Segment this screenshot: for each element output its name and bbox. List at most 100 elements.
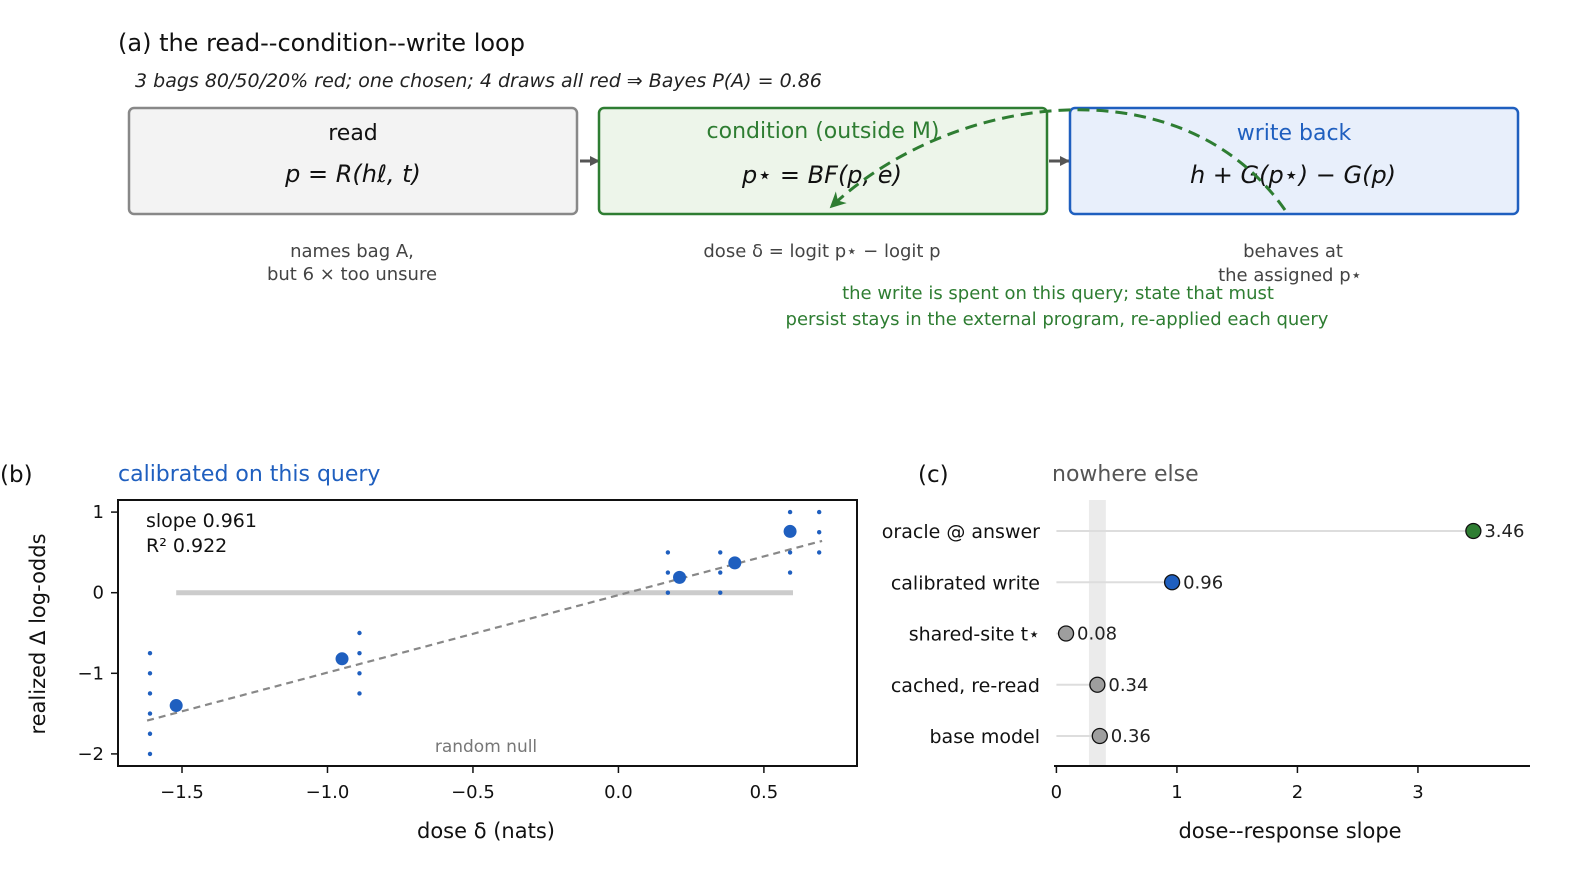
x-tick-label: 0.5 [750, 782, 779, 803]
slope-value-label: 3.46 [1484, 521, 1524, 542]
scatter-point [147, 711, 153, 716]
y-tick-label: −2 [77, 744, 104, 765]
category-label: shared-site t⋆ [909, 624, 1040, 646]
panel-b-axes-frame [117, 499, 858, 767]
scatter-point [787, 570, 793, 575]
read-note-line2: but 6 × too unsure [267, 264, 437, 285]
scatter-point [665, 550, 671, 555]
panel-c: (c) nowhere else 3.46 oracle @ answer 0.96… [882, 462, 1530, 843]
slope-marker [1057, 625, 1075, 642]
scatter-point [787, 550, 793, 555]
panel-b: (b) calibrated on this query −1.5 −1.0 −0.… [0, 462, 858, 843]
slope-marker [1163, 574, 1181, 591]
condition-note: dose δ = logit p⋆ − logit p [703, 241, 940, 262]
x-tick-label: −0.5 [451, 782, 495, 803]
c-x-tick-label: 3 [1412, 782, 1423, 803]
panel-c-title: nowhere else [1052, 462, 1199, 487]
scatter-point [147, 671, 153, 676]
slope-marker [1465, 522, 1482, 540]
random-null-label: random null [435, 737, 537, 757]
x-tick-label: 0.0 [604, 782, 633, 803]
category-label: oracle @ answer [882, 521, 1040, 543]
mean-markers [169, 524, 797, 713]
scatter-point [787, 509, 793, 515]
fit-line [146, 539, 823, 722]
x-tick-label: −1.0 [306, 782, 350, 803]
read-note-line1: names bag A, [290, 241, 414, 262]
scatter-point [357, 630, 362, 636]
panel-b-title: calibrated on this query [118, 462, 380, 487]
r2-annotation: R² 0.922 [146, 535, 227, 557]
scatter-point [665, 570, 671, 575]
panel-b-x-axis-label: dose δ (nats) [417, 819, 555, 843]
write-note-line1: behaves at [1243, 241, 1343, 262]
c-x-tick-label: 0 [1051, 782, 1062, 803]
category-label: cached, re-read [891, 675, 1040, 697]
x-tick-label: −1.5 [160, 782, 204, 803]
x-axis-ticks: −1.5 −1.0 −0.5 0.0 0.5 [160, 766, 778, 803]
scatter-point [718, 570, 723, 575]
read-box-title: read [328, 121, 378, 146]
null-band [1088, 500, 1106, 766]
mean-marker [728, 556, 742, 570]
scatter-point [718, 590, 723, 595]
c-x-tick-label: 1 [1171, 782, 1182, 803]
slope-value-label: 0.34 [1108, 675, 1148, 696]
y-axis-ticks: 1 0 −1 −2 [77, 502, 118, 765]
panel-a-title: (a) the read--condition--write loop [118, 29, 525, 57]
condition-box-formula: p⋆ = BF(p, e) [741, 161, 902, 189]
write-box [1068, 106, 1520, 216]
panel-a: (a) the read--condition--write loop 3 ba… [118, 29, 1520, 330]
write-note-line2: the assigned p⋆ [1218, 265, 1362, 286]
read-box [127, 106, 579, 216]
scatter-point [816, 550, 822, 555]
y-tick-label: 1 [93, 502, 104, 523]
scatter-point [357, 691, 362, 696]
loop-note-line1: the write is spent on this query; state … [842, 283, 1274, 304]
scatter-point [718, 550, 723, 555]
slope-marker [1091, 727, 1108, 745]
panel-a-subtitle: 3 bags 80/50/20% red; one chosen; 4 draw… [135, 70, 822, 92]
scatter-point [147, 691, 153, 696]
y-tick-label: 0 [93, 583, 104, 604]
mean-marker [673, 570, 687, 584]
scatter-point [665, 590, 671, 595]
mean-marker [783, 524, 797, 538]
scatter-points [147, 509, 822, 757]
panel-b-y-axis-label: realized Δ log-odds [26, 533, 50, 734]
scatter-point [147, 731, 153, 736]
scatter-point [147, 650, 153, 656]
fit-line-group [146, 539, 823, 722]
category-label: base model [930, 726, 1041, 748]
panel-c-label: (c) [918, 462, 949, 488]
loop-note-line2: persist stays in the external program, r… [786, 309, 1329, 330]
scatter-point [357, 650, 362, 656]
panel-a-subtitle-value: P(A) = 0.86 [712, 70, 822, 92]
slope-marker [1089, 676, 1106, 693]
read-box-formula: p = R(hℓ, t) [284, 160, 421, 188]
scatter-point [357, 671, 362, 676]
slope-value-label: 0.36 [1111, 726, 1151, 747]
mean-marker [335, 652, 349, 666]
panel-a-subtitle-prefix: 3 bags 80/50/20% red; one chosen; 4 draw… [135, 70, 712, 92]
y-tick-label: −1 [77, 663, 104, 684]
slope-rows: 3.46 oracle @ answer 0.96 calibrated write 0… [882, 521, 1525, 748]
slope-value-label: 0.08 [1077, 624, 1117, 645]
panel-c-x-axis-label: dose--response slope [1178, 819, 1401, 843]
write-box-title: write back [1237, 121, 1352, 146]
slope-value-label: 0.96 [1183, 572, 1223, 593]
panel-b-label: (b) [0, 462, 33, 488]
scatter-point [816, 509, 822, 515]
scatter-point [147, 751, 153, 757]
category-label: calibrated write [891, 572, 1040, 594]
condition-box [597, 106, 1049, 216]
c-x-tick-label: 2 [1292, 782, 1303, 803]
null-band-group [1088, 500, 1106, 766]
condition-box-title: condition (outside M) [707, 119, 940, 144]
scatter-point [816, 530, 822, 535]
slope-annotation: slope 0.961 [146, 510, 257, 532]
write-box-formula: h + G(p⋆) − G(p) [1190, 161, 1396, 189]
feedback-arrow [829, 108, 1287, 211]
panel-c-x-ticks: 0 1 2 3 [1051, 766, 1424, 803]
